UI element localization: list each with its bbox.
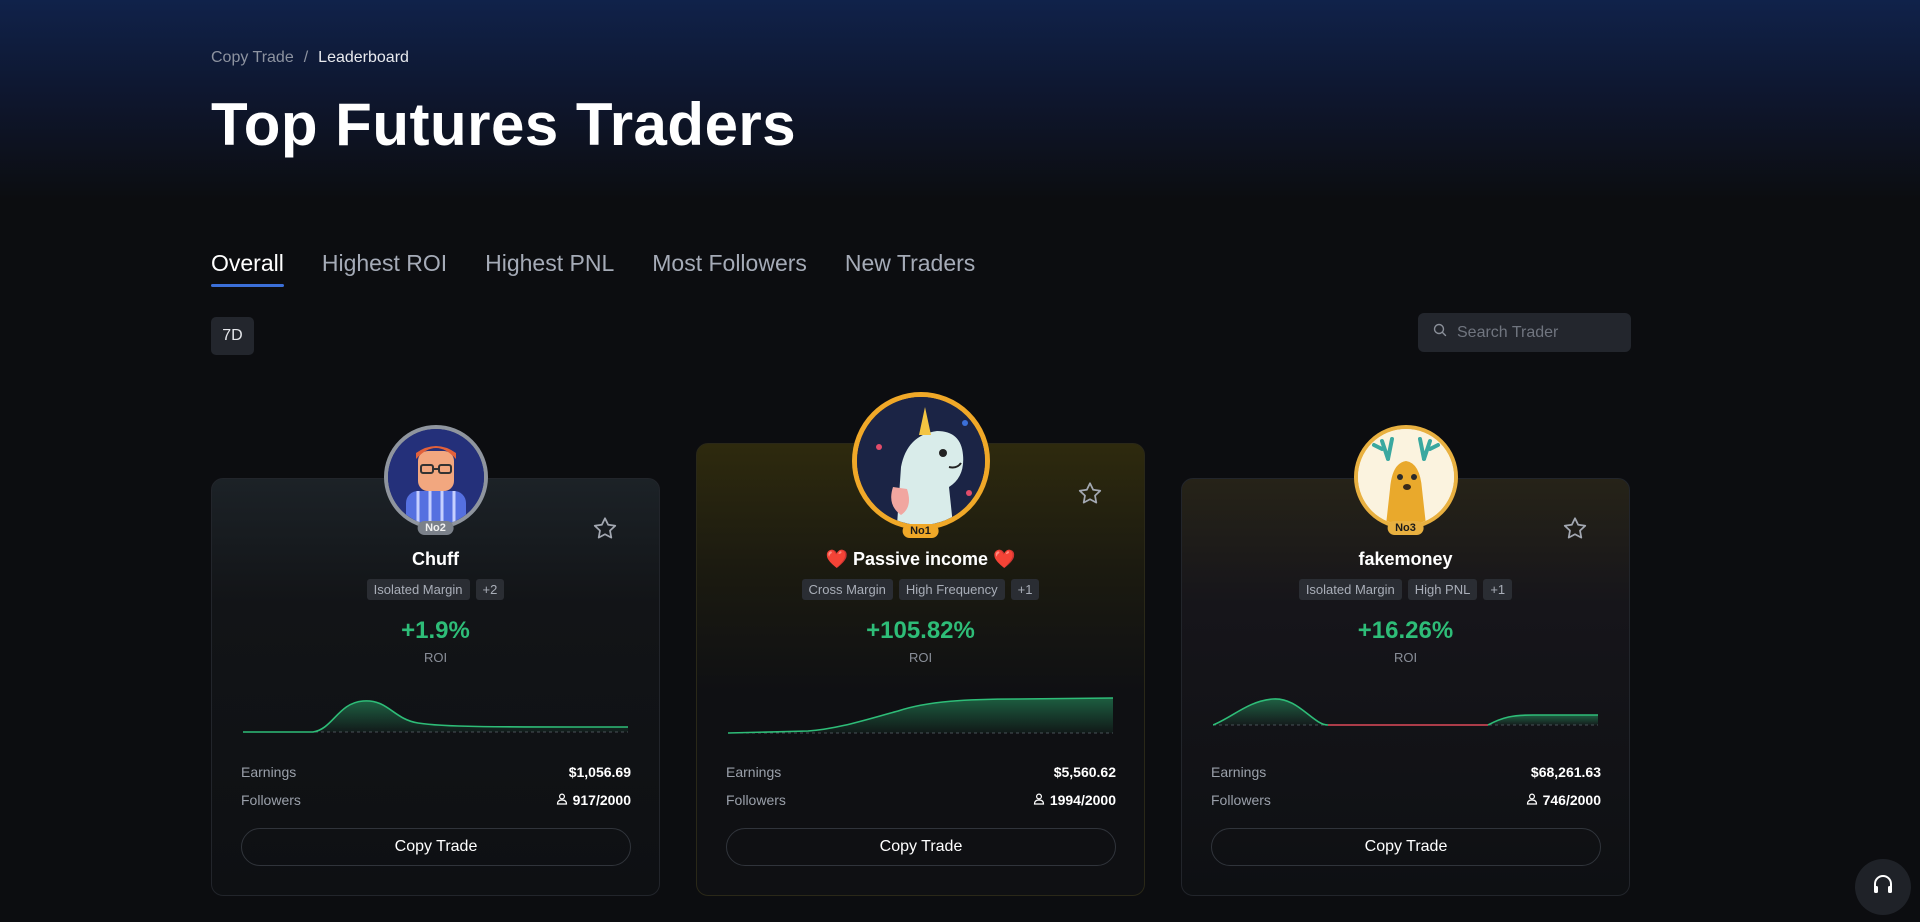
tag: Isolated Margin [1298, 579, 1402, 600]
search-icon [1433, 323, 1447, 342]
tab-highest-roi[interactable]: Highest ROI [321, 250, 448, 276]
earnings-value: $68,261.63 [1530, 764, 1601, 780]
tag: Cross Margin [801, 579, 893, 600]
user-icon [556, 792, 568, 808]
earnings-label: Earnings [726, 764, 782, 780]
hero-background [0, 0, 1920, 200]
tag-more[interactable]: +2 [475, 579, 505, 600]
period-filter-7d[interactable]: 7D [211, 317, 254, 355]
avatar-wrapper: No2 [383, 425, 488, 535]
trader-card: No2 Chuff Isolated Margin +2 +1.9% ROI E… [211, 425, 660, 896]
followers-row: Followers 917/2000 [241, 792, 631, 808]
breadcrumb: Copy Trade / Leaderboard [211, 49, 409, 67]
avatar-image [387, 429, 484, 525]
followers-value: 1994/2000 [1049, 792, 1116, 808]
copy-trade-button[interactable]: Copy Trade [1211, 828, 1601, 866]
followers-stat: 1994/2000 [1033, 792, 1116, 808]
trader-card: No1 ❤️ Passive income ❤️ Cross Margin Hi… [696, 392, 1145, 896]
earnings-label: Earnings [241, 764, 297, 780]
earnings-row: Earnings $1,056.69 [241, 764, 631, 780]
tag: High Frequency [898, 579, 1005, 600]
avatar-wrapper: No1 [851, 392, 990, 538]
user-icon [1526, 792, 1538, 808]
tag: Isolated Margin [366, 579, 470, 600]
roi-sparkline [1213, 698, 1598, 726]
rank-badge: No3 [1387, 521, 1424, 535]
followers-label: Followers [726, 792, 786, 808]
roi-sparkline [728, 697, 1113, 734]
roi-value: +1.9% [401, 617, 470, 644]
followers-label: Followers [1211, 792, 1271, 808]
star-icon[interactable] [1076, 480, 1104, 508]
copy-trade-button[interactable]: Copy Trade [241, 828, 631, 866]
search-input[interactable] [1457, 323, 1617, 342]
earnings-value: $1,056.69 [568, 764, 631, 780]
breadcrumb-leaderboard: Leaderboard [318, 49, 409, 66]
avatar[interactable] [851, 392, 990, 530]
tag-more[interactable]: +1 [1483, 579, 1513, 600]
earnings-label: Earnings [1211, 764, 1267, 780]
avatar-wrapper: No3 [1353, 425, 1458, 535]
tab-new-traders[interactable]: New Traders [844, 250, 976, 276]
support-button[interactable] [1855, 859, 1911, 915]
trader-tags: Isolated Margin +2 [212, 579, 659, 600]
earnings-value: $5,560.62 [1053, 764, 1116, 780]
roi-value: +16.26% [1357, 617, 1454, 644]
followers-row: Followers 746/2000 [1211, 792, 1601, 808]
user-icon [1033, 792, 1045, 808]
followers-stat: 746/2000 [1526, 792, 1601, 808]
headset-icon [1871, 873, 1895, 902]
trader-tags: Isolated Margin High PNL +1 [1182, 579, 1629, 600]
copy-trade-button[interactable]: Copy Trade [726, 828, 1116, 866]
star-icon[interactable] [591, 515, 619, 543]
roi-label: ROI [1393, 650, 1418, 665]
tab-bar: Overall Highest ROI Highest PNL Most Fol… [211, 250, 975, 287]
search-box[interactable] [1418, 313, 1631, 352]
roi-label: ROI [908, 650, 933, 665]
followers-row: Followers 1994/2000 [726, 792, 1116, 808]
followers-stat: 917/2000 [556, 792, 631, 808]
trader-tags: Cross Margin High Frequency +1 [697, 579, 1144, 600]
trader-name[interactable]: fakemoney [1358, 549, 1453, 569]
trader-name[interactable]: ❤️ Passive income ❤️ [825, 549, 1016, 569]
rank-badge: No1 [902, 524, 939, 538]
avatar-image [856, 397, 985, 525]
tab-most-followers[interactable]: Most Followers [652, 250, 807, 276]
rank-badge: No2 [417, 521, 454, 535]
tab-overall[interactable]: Overall [211, 250, 284, 287]
avatar-image [1357, 429, 1454, 525]
earnings-row: Earnings $68,261.63 [1211, 764, 1601, 780]
followers-label: Followers [241, 792, 301, 808]
earnings-row: Earnings $5,560.62 [726, 764, 1116, 780]
followers-value: 917/2000 [572, 792, 631, 808]
star-icon[interactable] [1561, 515, 1589, 543]
breadcrumb-copy-trade[interactable]: Copy Trade [211, 49, 294, 66]
breadcrumb-separator: / [303, 49, 309, 66]
avatar[interactable] [1353, 425, 1458, 529]
tag: High PNL [1407, 579, 1478, 600]
main-content: Copy Trade / Leaderboard Top Futures Tra… [211, 0, 1631, 922]
followers-value: 746/2000 [1542, 792, 1601, 808]
roi-sparkline [243, 700, 628, 733]
trader-card: No3 fakemoney Isolated Margin High PNL +… [1181, 425, 1630, 896]
trader-name[interactable]: Chuff [412, 549, 459, 569]
tag-more[interactable]: +1 [1010, 579, 1040, 600]
tab-highest-pnl[interactable]: Highest PNL [485, 250, 615, 276]
roi-value: +105.82% [866, 617, 975, 644]
avatar[interactable] [383, 425, 488, 529]
roi-label: ROI [423, 650, 448, 665]
page-title: Top Futures Traders [211, 91, 797, 158]
